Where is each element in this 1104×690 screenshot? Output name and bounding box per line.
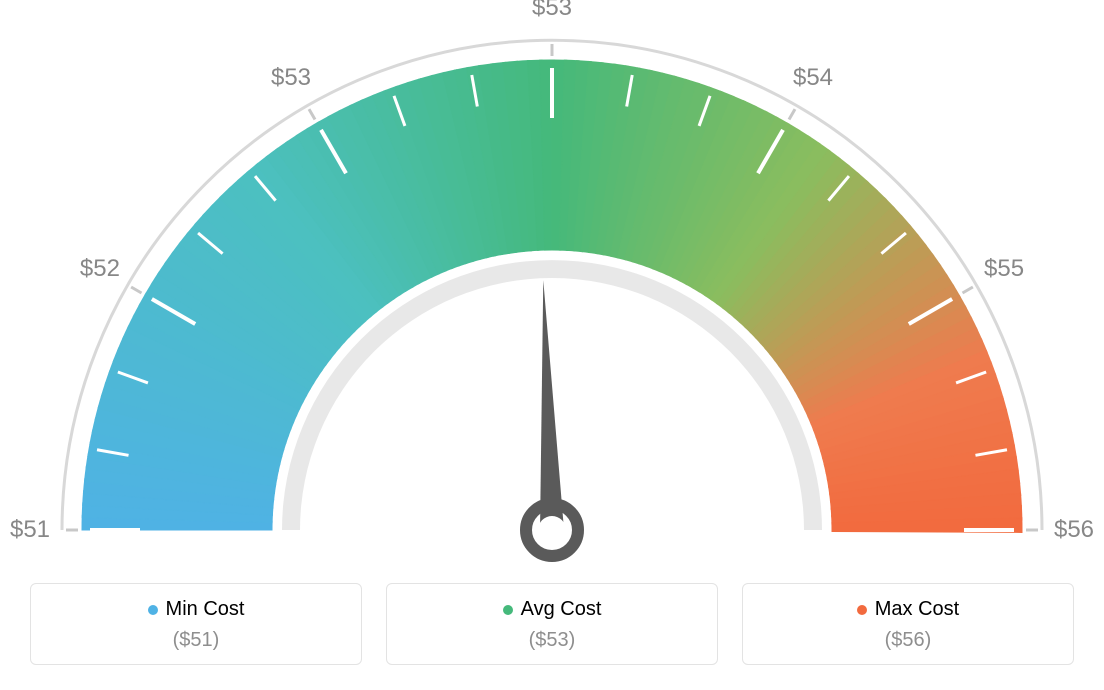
legend-value-max: ($56) — [743, 629, 1073, 652]
legend-card-avg: Avg Cost ($53) — [386, 583, 718, 665]
gauge-tick-label: $52 — [80, 255, 120, 283]
legend-label-max: Max Cost — [875, 598, 959, 621]
gauge-tick-label: $55 — [984, 255, 1024, 283]
legend-card-min: Min Cost ($51) — [30, 583, 362, 665]
legend-value-avg: ($53) — [387, 629, 717, 652]
legend-dot-avg — [503, 605, 513, 615]
gauge-tick-label: $54 — [793, 64, 833, 92]
gauge-tick-label: $51 — [10, 516, 50, 544]
legend-dot-max — [857, 605, 867, 615]
gauge-tick-label: $53 — [532, 0, 572, 22]
legend-label-min: Min Cost — [166, 598, 245, 621]
legend-row: Min Cost ($51) Avg Cost ($53) Max Cost (… — [30, 583, 1074, 665]
legend-dot-min — [148, 605, 158, 615]
legend-value-min: ($51) — [31, 629, 361, 652]
gauge-tick-label: $56 — [1054, 516, 1094, 544]
legend-label-avg: Avg Cost — [521, 598, 602, 621]
gauge-tick-label: $53 — [271, 64, 311, 92]
legend-card-max: Max Cost ($56) — [742, 583, 1074, 665]
cost-gauge: $51 $52 $53 $53 $54 $55 $56 — [0, 0, 1104, 570]
